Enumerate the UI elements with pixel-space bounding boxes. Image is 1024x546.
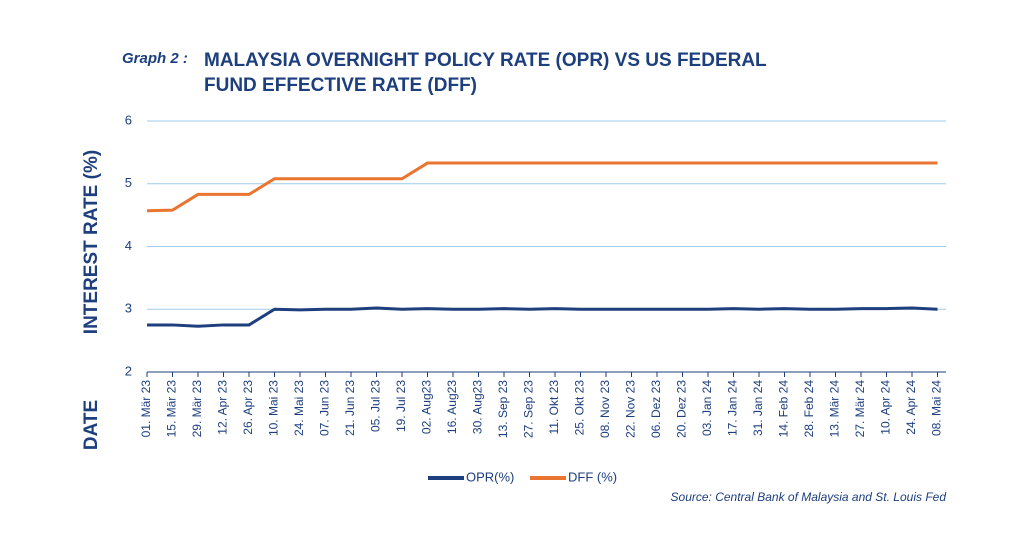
y-axis-label: INTEREST RATE (%) <box>81 150 102 334</box>
x-tick-label: 14. Feb 24 <box>777 380 791 438</box>
x-tick-label: 10. Apr 24 <box>879 380 893 435</box>
x-tick-label: 08. Nov 23 <box>598 380 612 438</box>
x-tick-label: 24. Apr 24 <box>904 380 918 435</box>
x-tick-label: 31. Jan 24 <box>751 380 765 436</box>
y-tick-label: 2 <box>125 363 132 378</box>
x-tick-label: 11. Okt 23 <box>547 380 561 435</box>
chart-title: MALAYSIA OVERNIGHT POLICY RATE (OPR) VS … <box>204 50 767 96</box>
data-line <box>146 161 938 213</box>
x-tick-label: 15. Mär 23 <box>165 380 179 438</box>
x-tick-label: 17. Jan 24 <box>726 380 740 436</box>
x-axis-label: DATE <box>81 400 102 450</box>
x-tick-label: 26. Apr 23 <box>241 380 255 435</box>
x-tick-label: 29. Mär 23 <box>190 380 204 438</box>
x-tick-label: 24. Mai 23 <box>292 380 306 436</box>
y-tick-label: 4 <box>125 238 132 253</box>
x-tick-label: 06. Dez 23 <box>649 380 663 438</box>
x-tick-label: 27. Mär 24 <box>853 380 867 438</box>
x-tick-label: 25. Okt 23 <box>573 380 587 436</box>
x-tick-label: 28. Feb 24 <box>802 380 816 438</box>
graph-label: Graph 2 : <box>122 50 188 67</box>
x-tick-label: 19. Jul 23 <box>394 380 408 432</box>
x-tick-label: 21. Jun 23 <box>343 380 357 436</box>
x-tick-label: 13. Mär 24 <box>828 380 842 438</box>
x-tick-label: 30. Aug23 <box>471 380 485 434</box>
source-note: Source: Central Bank of Malaysia and St.… <box>670 490 946 504</box>
x-tick-label: 02. Aug23 <box>420 380 434 434</box>
y-tick-label: 3 <box>125 301 132 316</box>
x-tick-label: 01. Mär 23 <box>139 380 153 438</box>
x-tick-label: 16. Aug23 <box>445 380 459 434</box>
x-tick-label: 20. Dez 23 <box>675 380 689 438</box>
y-tick-label: 5 <box>125 175 132 190</box>
x-tick-label: 27. Sep 23 <box>522 380 536 438</box>
x-tick-label: 08. Mai 24 <box>930 380 944 436</box>
legend-label: OPR(%) <box>466 469 514 484</box>
x-tick-label: 05. Jul 23 <box>369 380 383 432</box>
y-tick-label: 6 <box>125 112 132 127</box>
x-tick-label: 12. Apr 23 <box>216 380 230 435</box>
x-tick-label: 07. Jun 23 <box>318 380 332 436</box>
data-line <box>147 306 938 328</box>
x-tick-label: 03. Jan 24 <box>700 380 714 436</box>
x-tick-label: 13. Sep 23 <box>496 380 510 438</box>
x-tick-label: 10. Mai 23 <box>267 380 281 436</box>
legend-label: DFF (%) <box>568 469 617 484</box>
x-tick-label: 22. Nov 23 <box>624 380 638 438</box>
